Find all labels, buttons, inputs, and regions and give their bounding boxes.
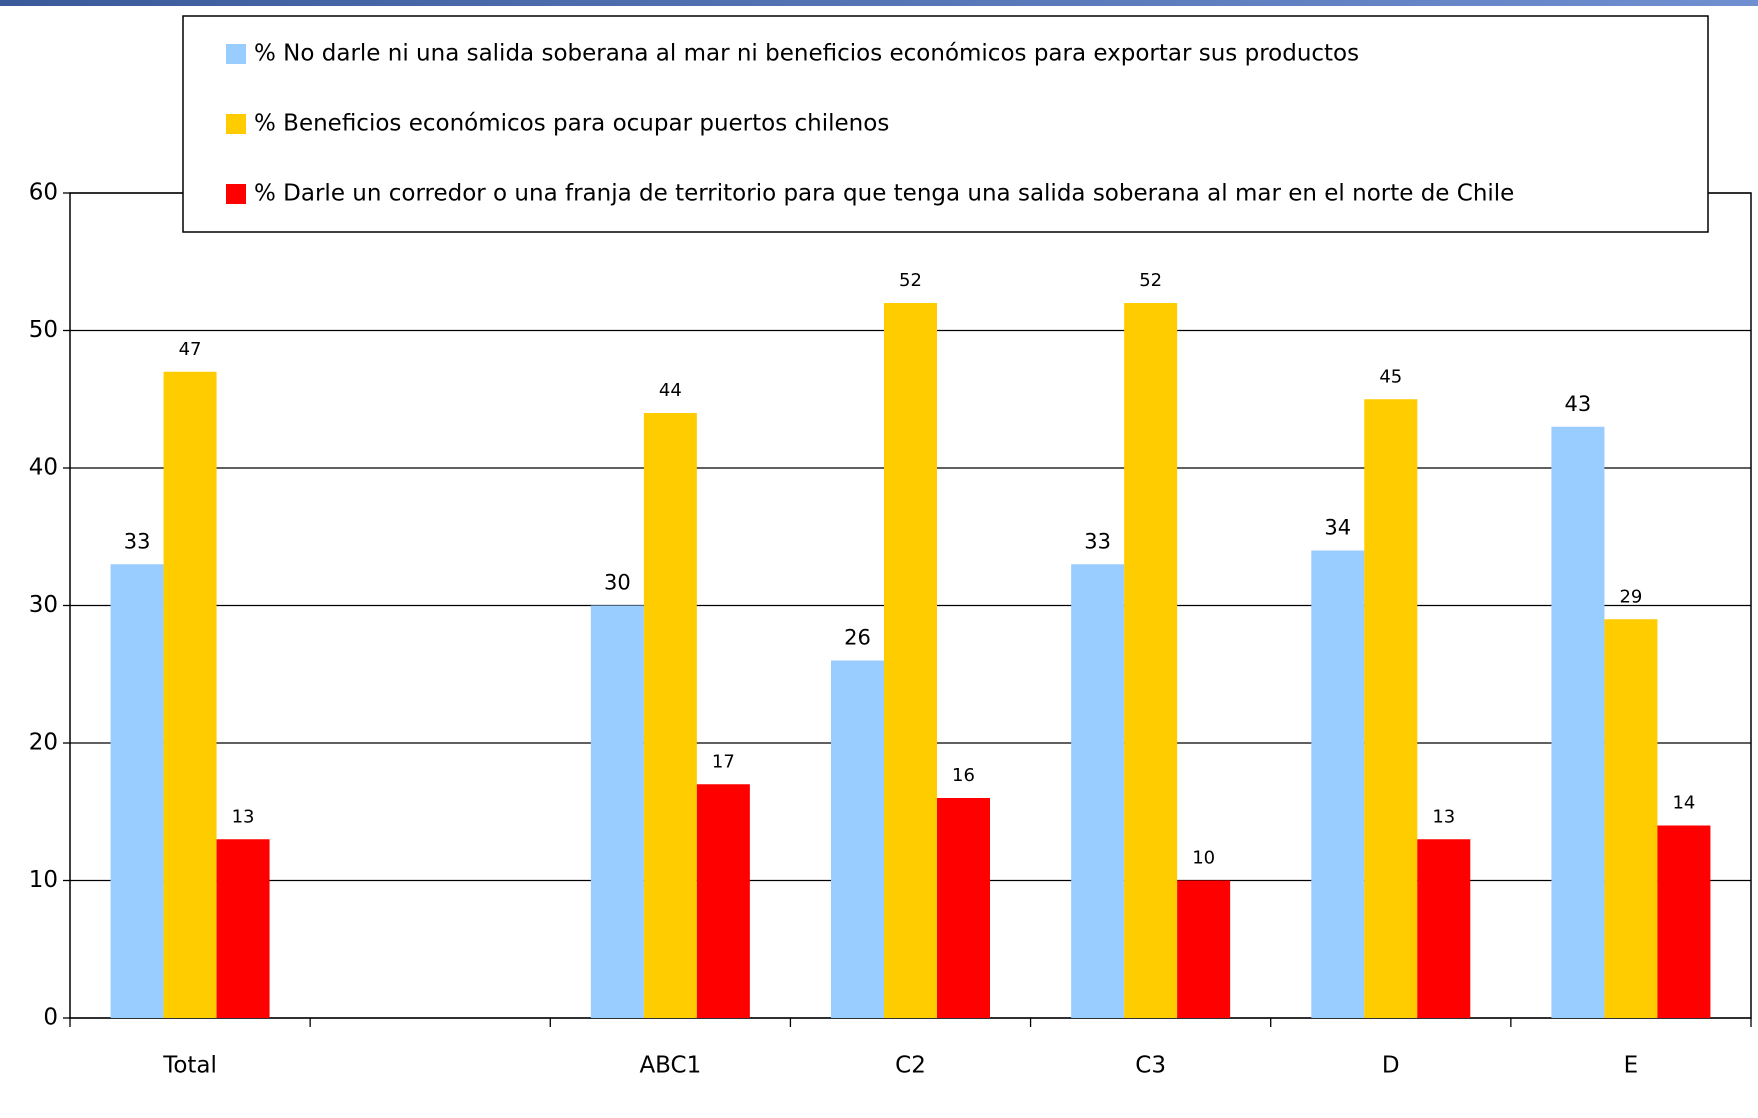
bar: [696, 784, 750, 1018]
data-label: 29: [1619, 586, 1642, 607]
legend-label: % Beneficios económicos para ocupar puer…: [254, 111, 889, 137]
bar: [937, 798, 990, 1018]
bar: [1071, 564, 1125, 1018]
y-tick-label: 20: [29, 730, 58, 756]
legend-label: % Darle un corredor o una franja de terr…: [254, 181, 1514, 207]
bar: [1417, 839, 1471, 1018]
data-label: 45: [1379, 366, 1402, 387]
data-label: 52: [1139, 270, 1162, 291]
bar: [1124, 303, 1178, 1018]
y-tick-label: 40: [29, 455, 58, 481]
bar: [1657, 825, 1711, 1018]
y-tick-label: 0: [43, 1005, 58, 1031]
bar: [884, 303, 937, 1018]
data-label: 44: [659, 380, 682, 401]
data-label: 34: [1324, 516, 1351, 540]
data-label: 10: [1192, 848, 1215, 869]
y-tick-label: 10: [29, 867, 58, 893]
data-label: 47: [179, 339, 202, 360]
x-tick-label: Total: [162, 1053, 217, 1079]
data-label: 26: [844, 626, 871, 650]
x-tick-label: E: [1624, 1053, 1639, 1079]
data-label: 52: [899, 270, 922, 291]
legend-swatch: [226, 184, 246, 204]
bar: [1177, 880, 1231, 1018]
data-label: 43: [1565, 392, 1592, 416]
legend-swatch: [226, 114, 246, 134]
x-tick-label: C2: [895, 1053, 926, 1079]
data-label: 33: [124, 529, 151, 553]
y-tick-label: 60: [29, 180, 58, 206]
bar: [1364, 399, 1418, 1018]
data-label: 13: [232, 806, 255, 827]
bar: [1551, 426, 1605, 1018]
top-bar: [0, 0, 1758, 6]
data-label: 16: [952, 765, 975, 786]
data-label: 17: [712, 751, 735, 772]
y-tick-label: 50: [29, 317, 58, 343]
data-label: 33: [1084, 529, 1111, 553]
x-tick-label: C3: [1135, 1053, 1166, 1079]
bar: [163, 371, 217, 1018]
bar: [831, 660, 884, 1018]
data-label: 14: [1672, 793, 1695, 814]
bar: [643, 413, 697, 1018]
bar: [1604, 619, 1658, 1018]
data-label: 13: [1432, 806, 1455, 827]
bar: [590, 605, 644, 1018]
data-label: 30: [604, 571, 631, 595]
y-tick-label: 30: [29, 592, 58, 618]
legend-swatch: [226, 44, 246, 64]
x-tick-label: D: [1382, 1053, 1400, 1079]
legend-box: [182, 15, 1709, 233]
legend-label: % No darle ni una salida soberana al mar…: [254, 41, 1359, 67]
x-tick-label: ABC1: [639, 1053, 701, 1079]
bar: [216, 839, 270, 1018]
bar: [1311, 550, 1365, 1018]
bar: [110, 564, 164, 1018]
